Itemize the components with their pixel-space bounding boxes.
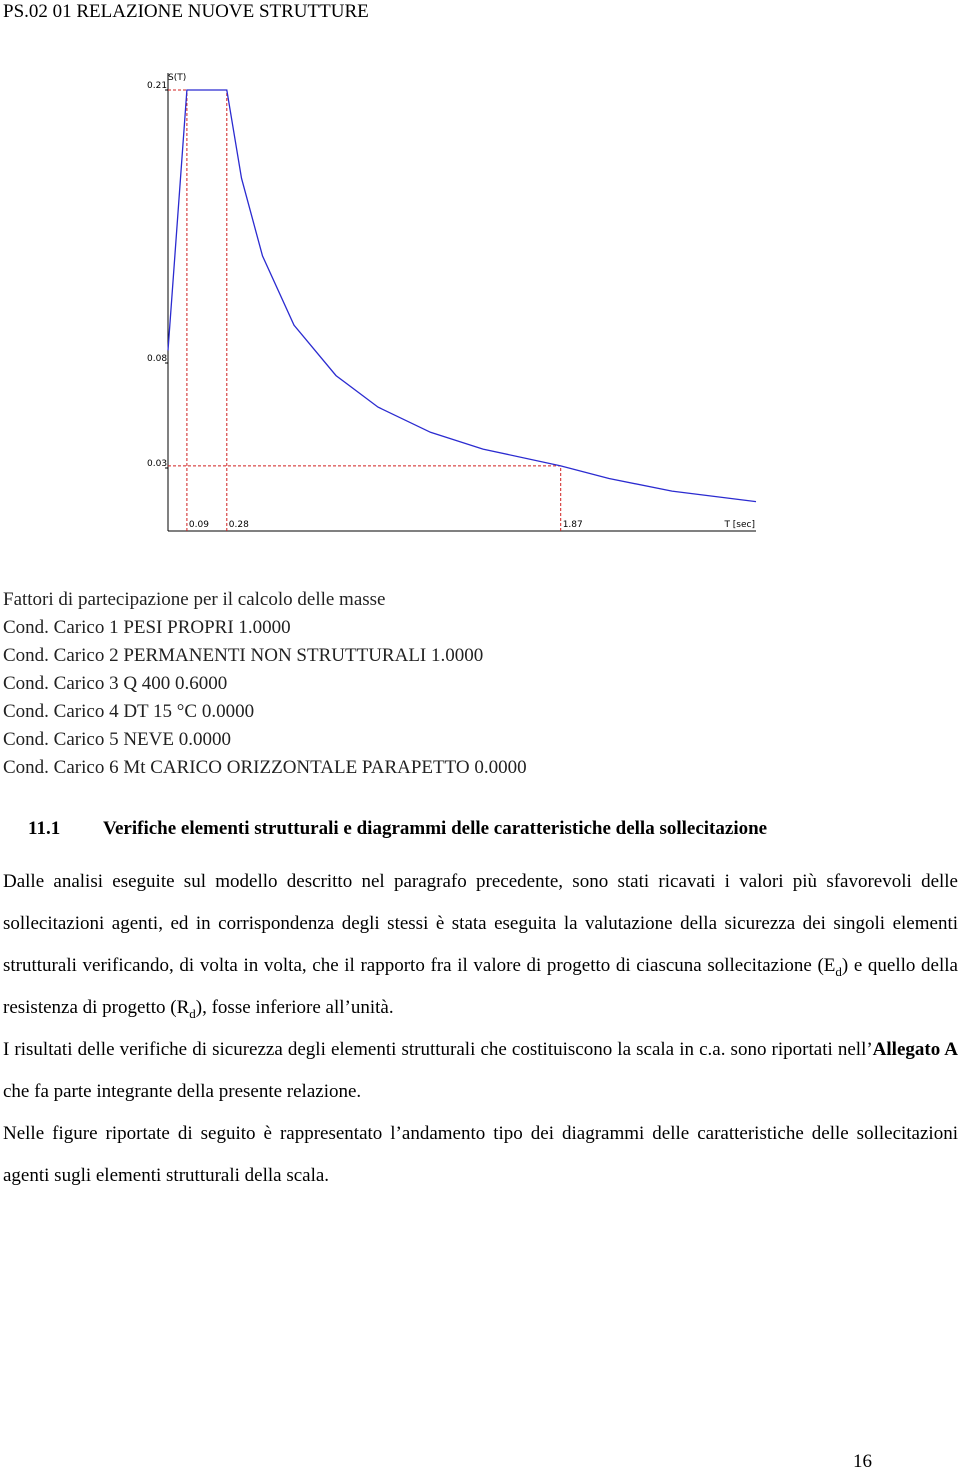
x-axis-label: T [sec] xyxy=(723,520,755,530)
spectrum-curve xyxy=(167,89,757,503)
x-tick-label: 0.28 xyxy=(229,520,249,530)
section-heading: 11.1 Verifiche elementi strutturali e dia… xyxy=(28,815,767,843)
section-title: Verifiche elementi strutturali e diagram… xyxy=(103,818,768,839)
factor-line: Cond. Carico 6 Mt CARICO ORIZZONTALE PAR… xyxy=(3,757,527,778)
y-tick-label: 0.08 xyxy=(147,354,167,364)
factor-line: Cond. Carico 2 PERMANENTI NON STRUTTURAL… xyxy=(3,645,484,666)
factors-title: Fattori di partecipazione per il calcolo… xyxy=(3,589,386,610)
paragraph: Dalle analisi eseguite sul modello descr… xyxy=(3,861,958,1029)
subscript: d xyxy=(189,1005,196,1021)
paragraph: Nelle figure riportate di seguito è rapp… xyxy=(3,1113,958,1197)
y-tick-label: 0.03 xyxy=(147,459,167,469)
header-title: PS.02 01 RELAZIONE NUOVE STRUTTURE xyxy=(3,1,369,22)
x-tick-label: 1.87 xyxy=(563,520,583,530)
text: ), fosse inferiore all’unità. xyxy=(195,997,394,1018)
body-text: Dalle analisi eseguite sul modello descr… xyxy=(3,861,958,1197)
text: Nelle figure riportate di seguito è rapp… xyxy=(3,1123,958,1186)
subscript: d xyxy=(835,963,842,979)
text: che fa parte integrante della presente r… xyxy=(3,1081,362,1102)
text: I risultati delle verifiche di sicurezza… xyxy=(3,1039,873,1060)
page-number: 16 xyxy=(853,1451,872,1472)
section-number: 11.1 xyxy=(28,818,61,839)
factor-line: Cond. Carico 5 NEVE 0.0000 xyxy=(3,729,231,750)
x-tick-label: 0.09 xyxy=(189,520,209,530)
factor-line: Cond. Carico 4 DT 15 °C 0.0000 xyxy=(3,701,255,722)
y-tick-label: 0.21 xyxy=(147,81,167,91)
bold-text: Allegato A xyxy=(872,1039,958,1060)
paragraph: I risultati delle verifiche di sicurezza… xyxy=(3,1029,958,1113)
y-axis-label: S(T) xyxy=(168,73,186,83)
factors: Fattori di partecipazione per il calcolo… xyxy=(3,586,527,782)
factor-line: Cond. Carico 1 PESI PROPRI 1.0000 xyxy=(3,617,291,638)
chart: S(T) T [sec] 0.21 0.08 0.03 0.09 0.28 1.87 xyxy=(147,73,757,532)
text: Dalle analisi eseguite sul modello descr… xyxy=(3,871,958,976)
text: ) e quello della resistenza di progetto … xyxy=(3,955,958,1018)
factor-line: Cond. Carico 3 Q 400 0.6000 xyxy=(3,673,228,694)
